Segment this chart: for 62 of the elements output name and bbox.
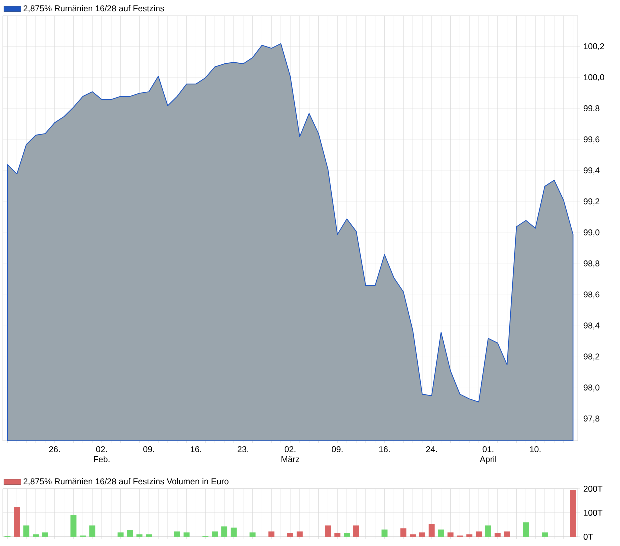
bar (70, 515, 77, 537)
y-tick-label: 97,8 (584, 416, 600, 423)
bar (174, 532, 180, 537)
y-tick-label: 99,0 (584, 230, 600, 237)
bar (14, 507, 20, 537)
bar (325, 526, 332, 537)
x-tick-label: 09. (332, 446, 343, 452)
bar (118, 532, 124, 537)
bar (222, 526, 228, 537)
x-tick-label: 16. (191, 446, 202, 452)
bar (127, 530, 134, 537)
bar (250, 532, 256, 537)
x-tick-label: 10. (530, 446, 541, 452)
bar (268, 532, 275, 537)
y-tick-label: 98,8 (584, 260, 600, 268)
x-tick-label: 26. (49, 446, 60, 452)
bar (212, 532, 218, 537)
legend-label: 2,875% Rumänien 16/28 auf Festzins (24, 5, 164, 13)
bar (428, 524, 435, 537)
bar (296, 532, 303, 537)
legend-label: 2,875% Rumänien 16/28 auf Festzins Volumen in Euro (24, 478, 229, 486)
bar (504, 532, 510, 537)
y-tick-label: 0T (584, 534, 594, 540)
bar (230, 528, 237, 537)
y-tick-label: 98,6 (584, 292, 600, 299)
bar (288, 533, 294, 537)
y-tick-label: 99,4 (584, 168, 600, 175)
y-tick-label: 100T (584, 510, 603, 516)
bar (353, 526, 360, 537)
y-tick-label: 99,8 (584, 106, 600, 113)
y-tick-label: 100,2 (584, 44, 604, 50)
y-tick-label: 98,4 (584, 322, 600, 330)
x-tick-label: 01. April (480, 446, 496, 464)
bar (523, 522, 530, 537)
y-tick-label: 200T (584, 486, 603, 492)
bar (419, 532, 426, 537)
bar (382, 530, 388, 537)
bar (494, 533, 501, 537)
bar (24, 526, 30, 537)
bar (542, 532, 548, 537)
y-tick-label: 100,0 (584, 74, 604, 82)
bar (485, 526, 492, 537)
x-tick-label: 23. (238, 446, 248, 452)
x-tick-label: 24. (426, 446, 438, 452)
bar (438, 530, 444, 537)
bar (42, 532, 48, 537)
y-tick-label: 98,0 (584, 384, 600, 392)
x-tick-label: 09. (144, 446, 154, 452)
bar (476, 532, 482, 537)
y-tick-label: 99,2 (584, 198, 600, 206)
x-tick-label: 16. (380, 446, 390, 452)
y-tick-label: 99,6 (584, 136, 600, 144)
x-tick-label: 02. März (282, 446, 300, 462)
bar (184, 532, 190, 537)
bar (344, 533, 350, 537)
bar (90, 526, 96, 537)
bar (400, 528, 407, 537)
bar (448, 532, 454, 537)
bar (570, 490, 576, 537)
bar (334, 533, 341, 537)
y-tick-label: 98,2 (584, 354, 600, 361)
x-tick-label: 02. Feb. (94, 446, 110, 462)
